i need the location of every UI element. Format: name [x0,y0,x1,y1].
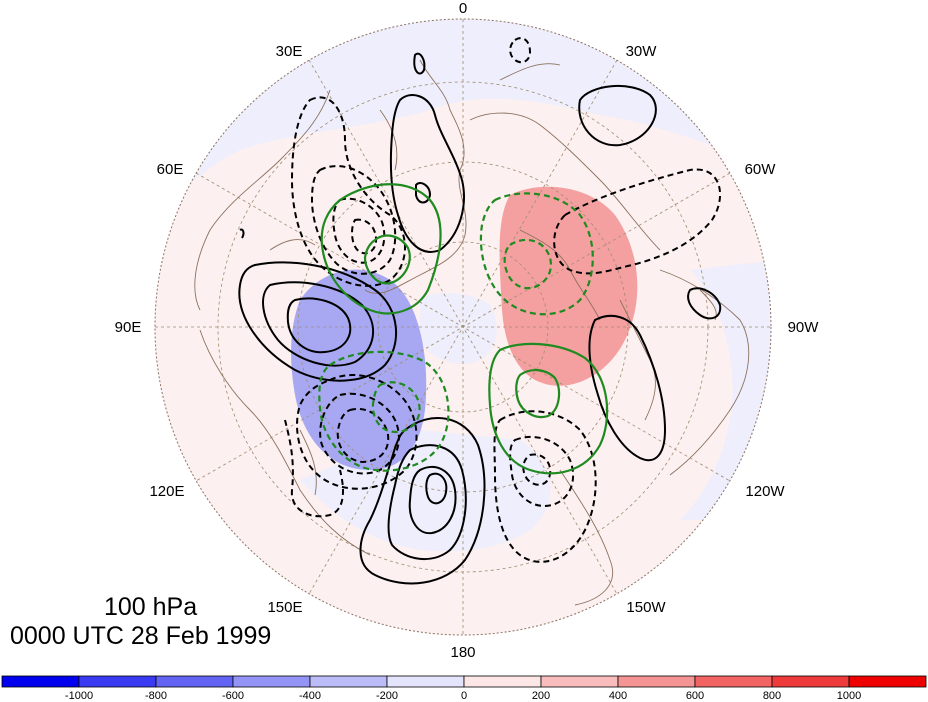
green-contours-solid [320,183,609,475]
lon-label-30e: 30E [276,43,303,60]
colorbar-box [617,675,696,688]
lon-label-150w: 150W [626,599,666,616]
colorbar-tick-label: -600 [222,690,244,702]
colorbar-box [78,675,157,688]
colorbar-box [694,675,773,688]
lon-label-120w: 120W [745,483,785,500]
meridians [155,19,771,635]
colorbar-tick-label: 1000 [837,690,861,702]
shading-red-anomaly [499,186,638,386]
colorbar-tick-label: 800 [763,690,781,702]
lon-label-60w: 60W [745,161,777,178]
colorbar-labels: -1000 -800 -600 -400 -200 0 200 400 600 800 1000 [65,690,861,702]
colorbar-tick-label: 600 [686,690,704,702]
colorbar-box [463,675,542,688]
colorbar-box [540,675,619,688]
colorbar-box [232,675,311,688]
latitude-circle-mid [297,161,629,493]
shading-light-blue-north [155,19,771,230]
lon-label-150e: 150E [267,599,302,616]
colorbar-tick-label: -200 [376,690,398,702]
colorbar-tick-label: 400 [609,690,627,702]
colorbar-box [771,675,850,688]
colorbar-box [1,675,80,688]
lon-label-120e: 120E [149,483,184,500]
colorbar-tick-label: 200 [532,690,550,702]
colorbar-box [386,675,465,688]
lon-label-0: 0 [459,0,467,17]
dashed-contours [284,37,721,563]
shading-light-blue-center [420,293,497,364]
solid-contours [238,52,722,585]
pressure-level-title: 100 hPa [104,593,198,621]
longitude-labels: 0 30W 60W 90W 120W 150W 180 150E 120E 90… [115,0,820,661]
colorbar-tick-label: -400 [299,690,321,702]
lon-label-30w: 30W [626,43,658,60]
colorbar-tick-label: 0 [461,690,467,702]
colorbar-boxes [1,675,927,688]
colorbar-tick-label: -1000 [65,690,93,702]
lon-label-90e: 90E [115,319,142,336]
lon-label-90w: 90W [788,319,820,336]
colorbar-box [309,675,388,688]
lon-label-60e: 60E [157,161,184,178]
lon-label-180: 180 [450,644,475,661]
colorbar-box [848,675,927,688]
colorbar: -1000 -800 -600 -400 -200 0 200 400 600 800 1000 [1,675,927,702]
green-contours-dashed [318,192,594,472]
map-boundary [154,18,772,636]
map-disk [155,19,771,635]
coastlines [194,59,750,606]
shading-blue-anomaly [291,269,427,470]
valid-time-title: 0000 UTC 28 Feb 1999 [10,622,272,650]
colorbar-box [155,675,234,688]
colorbar-tick-label: -800 [145,690,167,702]
